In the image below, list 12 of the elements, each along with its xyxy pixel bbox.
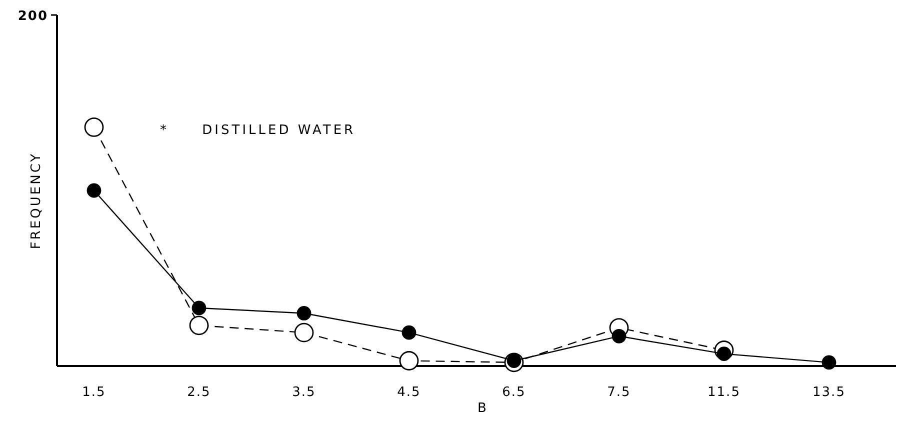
x-tick-label: 4.5 [397, 385, 421, 400]
y-axis-title: FREQUENCY [29, 152, 44, 250]
x-tick-label: 11.5 [708, 385, 740, 400]
text: 200 [18, 9, 48, 24]
annotation: * DISTILLED WATER [160, 123, 356, 138]
x-tick-label: 2.5 [187, 385, 211, 400]
x-tick-label: 3.5 [292, 385, 316, 400]
x-axis-title: B [478, 401, 486, 416]
x-tick-label: 6.5 [502, 385, 526, 400]
x-tick-label: 1.5 [82, 385, 106, 400]
x-tick-label: 13.5 [812, 385, 846, 400]
x-tick-label: 7.5 [607, 385, 631, 400]
